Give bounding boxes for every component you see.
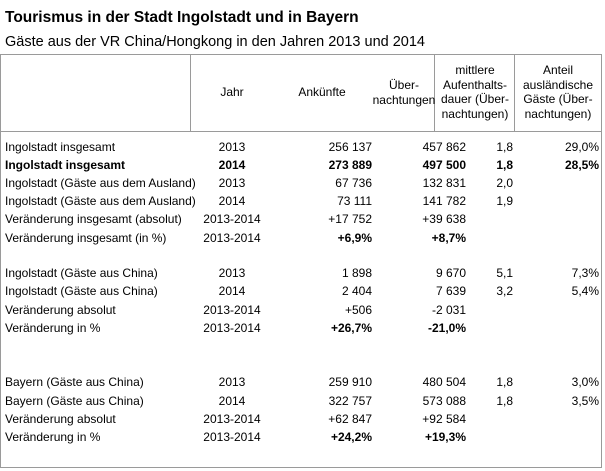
column-divider: [434, 55, 435, 132]
row-label: Veränderung in %: [5, 430, 101, 444]
row-jahr: 2013: [218, 176, 246, 190]
row-label: Veränderung absolut: [5, 303, 116, 317]
row-uebernachtungen: 7 639: [435, 284, 466, 298]
row-jahr: 2013-2014: [203, 321, 261, 335]
table-row: Veränderung insgesamt (absolut) 2013-2014…: [0, 210, 602, 229]
row-ankuenfte: 322 757: [328, 394, 372, 408]
table-row: Ingolstadt (Gäste aus dem Ausland) 2013 67…: [0, 174, 602, 193]
row-ankuenfte: 2 404: [341, 284, 372, 298]
row-anteil: 28,5%: [564, 158, 599, 172]
table-row: Veränderung insgesamt (in %) 2013-2014 +6,…: [0, 229, 602, 248]
row-ankuenfte: 1 898: [341, 266, 372, 280]
row-label: Ingolstadt (Gäste aus China): [5, 284, 158, 298]
row-ankuenfte: +6,9%: [337, 231, 372, 245]
row-uebernachtungen: +8,7%: [431, 231, 466, 245]
row-ankuenfte: 259 910: [328, 375, 372, 389]
row-jahr: 2013-2014: [203, 231, 261, 245]
table-row: Bayern (Gäste aus China) 2013 259 910 480 5…: [0, 373, 602, 392]
row-label: Veränderung absolut: [5, 412, 116, 426]
table-row: Ingolstadt (Gäste aus China) 2014 2 404 7 6…: [0, 282, 602, 301]
page-subtitle: Gäste aus der VR China/Hongkong in den J…: [5, 34, 425, 50]
row-jahr: 2013: [218, 266, 246, 280]
row-label: Veränderung insgesamt (in %): [5, 231, 167, 245]
row-anteil: 5,4%: [571, 284, 599, 298]
row-aufenthaltsdauer: 1,8: [496, 394, 513, 408]
row-uebernachtungen: 9 670: [435, 266, 466, 280]
row-label: Ingolstadt (Gäste aus dem Ausland): [5, 194, 196, 208]
header-uebernachtungen: Über- nachtungen: [372, 78, 436, 107]
row-jahr: 2014: [218, 284, 246, 298]
row-ankuenfte: +17 752: [328, 212, 372, 226]
header-anteil: Anteil ausländische Gäste (Über- nachtun…: [522, 63, 594, 121]
row-ankuenfte: 67 736: [335, 176, 372, 190]
table-row: Ingolstadt insgesamt 2014 273 889 497 500 1,…: [0, 156, 602, 175]
row-label: Ingolstadt (Gäste aus dem Ausland): [5, 176, 196, 190]
page-title: Tourismus in der Stadt Ingolstadt und in…: [5, 9, 359, 26]
header-divider: [1, 131, 601, 132]
row-jahr: 2014: [218, 194, 246, 208]
column-divider: [514, 55, 515, 132]
row-jahr: 2014: [218, 394, 246, 408]
row-anteil: 3,0%: [571, 375, 599, 389]
row-label: Bayern (Gäste aus China): [5, 394, 144, 408]
row-aufenthaltsdauer: 5,1: [496, 266, 513, 280]
row-jahr: 2013: [218, 140, 246, 154]
row-ankuenfte: 73 111: [337, 194, 372, 208]
row-ankuenfte: +62 847: [328, 412, 372, 426]
row-anteil: 7,3%: [571, 266, 599, 280]
row-aufenthaltsdauer: 2,0: [496, 176, 513, 190]
row-uebernachtungen: 573 088: [422, 394, 466, 408]
row-label: Ingolstadt (Gäste aus China): [5, 266, 158, 280]
row-anteil: 3,5%: [571, 394, 599, 408]
table-row: Bayern (Gäste aus China) 2014 322 757 573 0…: [0, 392, 602, 411]
row-jahr: 2013: [218, 375, 246, 389]
row-aufenthaltsdauer: 1,9: [496, 194, 513, 208]
table-row: Veränderung absolut 2013-2014 +62 847 +92 5…: [0, 410, 602, 429]
header-jahr: Jahr: [220, 85, 244, 99]
row-jahr: 2013-2014: [203, 303, 261, 317]
row-uebernachtungen: 141 782: [422, 194, 466, 208]
row-uebernachtungen: 480 504: [422, 375, 466, 389]
row-label: Ingolstadt insgesamt: [5, 140, 116, 154]
row-aufenthaltsdauer: 3,2: [496, 284, 513, 298]
table-row: Veränderung absolut 2013-2014 +506 -2 031: [0, 301, 602, 320]
row-label: Ingolstadt insgesamt: [5, 158, 126, 172]
table-row: Ingolstadt insgesamt 2013 256 137 457 862 1,…: [0, 138, 602, 157]
table-frame: [0, 54, 602, 468]
column-divider: [190, 55, 191, 132]
row-uebernachtungen: 497 500: [422, 158, 466, 172]
row-ankuenfte: 256 137: [328, 140, 372, 154]
row-uebernachtungen: +39 638: [422, 212, 466, 226]
row-jahr: 2013-2014: [203, 412, 261, 426]
table-row: Ingolstadt (Gäste aus China) 2013 1 898 9 6…: [0, 264, 602, 283]
row-ankuenfte: +24,2%: [330, 430, 372, 444]
row-ankuenfte: +26,7%: [330, 321, 372, 335]
table-row: Veränderung in % 2013-2014 +26,7% -21,0%: [0, 319, 602, 338]
table-row: Veränderung in % 2013-2014 +24,2% +19,3%: [0, 428, 602, 447]
row-label: Bayern (Gäste aus China): [5, 375, 144, 389]
row-uebernachtungen: 132 831: [422, 176, 466, 190]
row-ankuenfte: +506: [344, 303, 372, 317]
row-jahr: 2013-2014: [203, 430, 261, 444]
row-uebernachtungen: +92 584: [422, 412, 466, 426]
row-jahr: 2014: [218, 158, 246, 172]
row-ankuenfte: 273 889: [328, 158, 372, 172]
row-label: Veränderung insgesamt (absolut): [5, 212, 182, 226]
row-anteil: 29,0%: [564, 140, 599, 154]
header-ankuenfte: Ankünfte: [298, 85, 346, 99]
row-jahr: 2013-2014: [203, 212, 261, 226]
row-uebernachtungen: -21,0%: [427, 321, 466, 335]
header-aufenthaltsdauer: mittlere Aufenthalts- dauer (Über- nacht…: [440, 63, 510, 121]
row-label: Veränderung in %: [5, 321, 101, 335]
row-aufenthaltsdauer: 1,8: [496, 158, 513, 172]
row-uebernachtungen: 457 862: [422, 140, 466, 154]
table-row: Ingolstadt (Gäste aus dem Ausland) 2014 73…: [0, 192, 602, 211]
row-uebernachtungen: +19,3%: [424, 430, 466, 444]
row-aufenthaltsdauer: 1,8: [496, 140, 513, 154]
row-uebernachtungen: -2 031: [431, 303, 466, 317]
row-aufenthaltsdauer: 1,8: [496, 375, 513, 389]
